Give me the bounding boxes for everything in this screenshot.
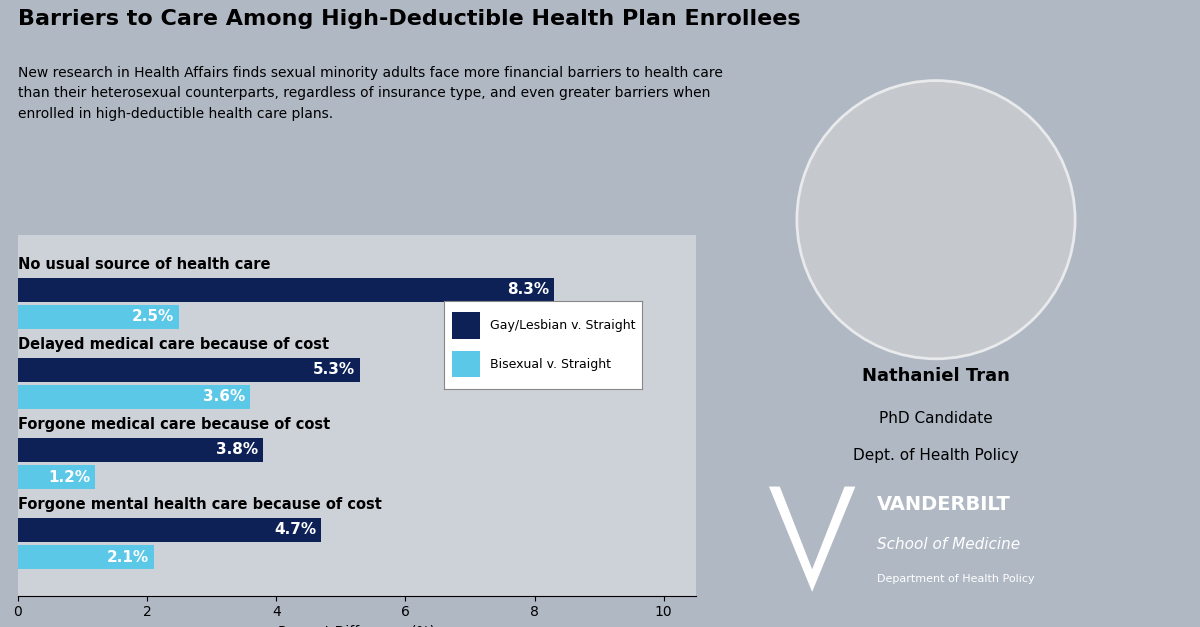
Bar xyxy=(18,465,96,489)
Text: 2.5%: 2.5% xyxy=(132,309,174,324)
X-axis label: Percent Difference (%): Percent Difference (%) xyxy=(278,625,436,627)
Bar xyxy=(452,312,480,339)
Bar xyxy=(18,305,180,329)
Text: 2.1%: 2.1% xyxy=(107,550,149,565)
Text: Department of Health Policy: Department of Health Policy xyxy=(877,574,1034,584)
Polygon shape xyxy=(769,487,856,592)
Text: Bisexual v. Straight: Bisexual v. Straight xyxy=(490,357,611,371)
Bar xyxy=(18,438,263,462)
Bar xyxy=(18,385,251,409)
Text: 5.3%: 5.3% xyxy=(313,362,355,377)
Text: VANDERBILT: VANDERBILT xyxy=(877,495,1010,514)
Bar xyxy=(18,278,554,302)
Text: 3.6%: 3.6% xyxy=(203,389,245,404)
Text: Forgone mental health care because of cost: Forgone mental health care because of co… xyxy=(18,497,382,512)
Text: 3.8%: 3.8% xyxy=(216,442,258,457)
Text: PhD Candidate: PhD Candidate xyxy=(880,411,992,426)
Circle shape xyxy=(797,81,1075,359)
Bar xyxy=(18,545,154,569)
Text: 1.2%: 1.2% xyxy=(48,470,90,485)
Text: Nathaniel Tran: Nathaniel Tran xyxy=(862,367,1010,385)
Text: School of Medicine: School of Medicine xyxy=(877,537,1020,552)
Text: Gay/Lesbian v. Straight: Gay/Lesbian v. Straight xyxy=(490,319,635,332)
Text: No usual source of health care: No usual source of health care xyxy=(18,257,270,272)
Text: Barriers to Care Among High-Deductible Health Plan Enrollees: Barriers to Care Among High-Deductible H… xyxy=(18,9,800,29)
Text: 4.7%: 4.7% xyxy=(274,522,317,537)
Text: Forgone medical care because of cost: Forgone medical care because of cost xyxy=(18,417,330,432)
Text: Delayed medical care because of cost: Delayed medical care because of cost xyxy=(18,337,329,352)
Text: New research in Health Affairs finds sexual minority adults face more financial : New research in Health Affairs finds sex… xyxy=(18,66,722,121)
Text: Dept. of Health Policy: Dept. of Health Policy xyxy=(853,448,1019,463)
Bar xyxy=(452,351,480,377)
Text: 8.3%: 8.3% xyxy=(506,282,548,297)
Bar xyxy=(18,357,360,382)
Bar xyxy=(18,518,322,542)
